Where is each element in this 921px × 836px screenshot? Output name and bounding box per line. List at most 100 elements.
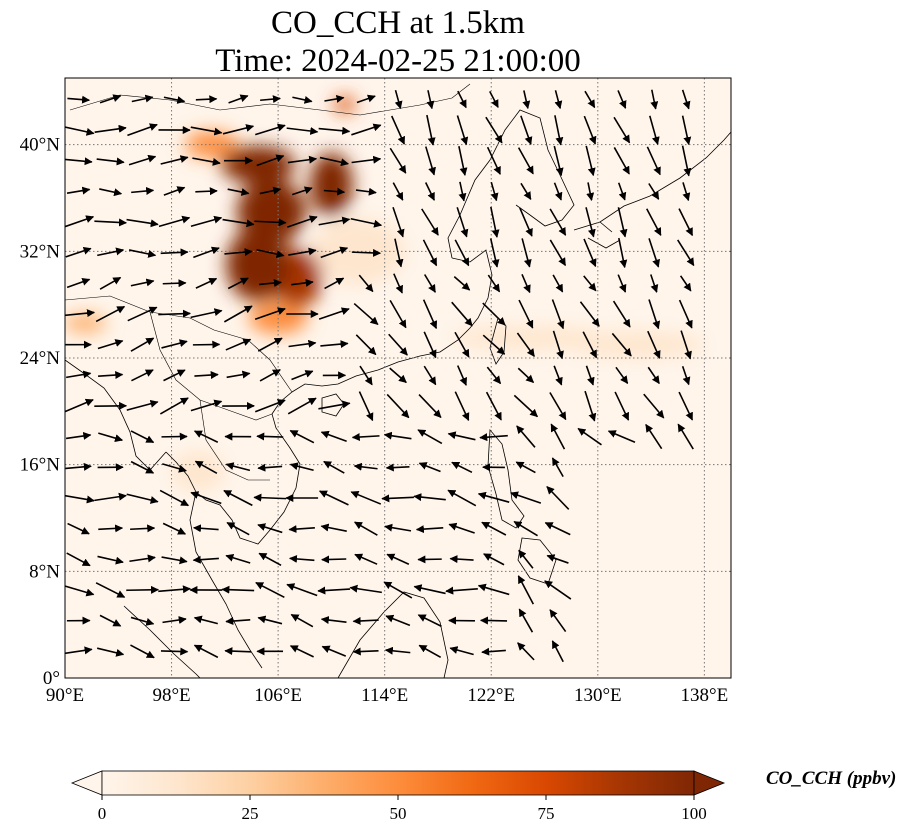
map-frame [64,77,732,679]
longitude-tick-label: 106°E [254,685,302,706]
wind-arrow [254,218,287,227]
wind-arrow [324,94,345,103]
wind-arrow [162,463,187,473]
colorbar-gradient [101,770,695,796]
wind-arrow [680,330,692,360]
wind-arrow [158,585,191,594]
wind-arrow [221,585,255,594]
latitude-tick-label: 32°N [20,241,61,262]
wind-arrow [66,552,91,567]
wind-arrow [425,146,436,176]
wind-arrow [553,182,563,201]
wind-arrow [287,215,318,228]
wind-arrow [226,370,251,379]
wind-arrow [585,365,595,386]
wind-arrow [646,146,661,176]
wind-arrow [614,391,630,421]
wind-arrow [549,208,567,236]
wind-arrow [451,301,473,327]
colorbar-label: CO_CCH (ppbv) [766,768,897,789]
wind-arrow [193,644,219,659]
wind-arrow [193,246,220,259]
wind-arrow [489,238,500,268]
wind-arrow [131,369,154,382]
wind-arrow [617,207,628,238]
wind-arrow [320,340,349,349]
wind-arrow [289,429,315,444]
colorbar-ticks: 0 25 50 75 100 [98,795,707,823]
wind-arrow [222,218,255,228]
wind-arrow [130,644,155,659]
wind-arrow [584,90,596,109]
wind-arrow [519,207,533,237]
wind-arrow [648,299,661,330]
wind-arrow [549,609,567,633]
wind-arrow [481,521,507,536]
wind-arrow [190,126,223,136]
wind-arrow [126,218,159,228]
wind-arrow [257,463,283,472]
wind-arrow [287,397,317,415]
wind-arrow [359,365,373,386]
wind-arrow [521,273,531,294]
wind-arrow [193,615,218,625]
wind-arrow [320,246,349,259]
wind-arrow [258,552,282,567]
wind-arrow [99,614,122,627]
wind-arrow [454,331,470,358]
wind-arrow [98,432,124,442]
wind-arrow [454,239,470,267]
wind-arrow [163,369,186,382]
wind-arrow [228,94,249,104]
wind-arrow [456,207,469,238]
wind-arrow [391,115,405,145]
wind-arrow [97,247,125,257]
wind-arrow [553,365,563,386]
latitude-tick-label: 16°N [20,455,61,476]
wind-arrow [227,277,249,290]
wind-arrow [259,186,282,195]
wind-arrow [516,332,535,357]
wind-arrow [617,90,627,109]
wind-arrow [554,90,563,110]
wind-arrow [447,431,476,441]
wind-arrow [417,614,442,628]
wind-arrow [490,206,500,238]
wind-arrow [489,90,499,109]
wind-arrow [617,274,627,293]
wind-arrow [458,181,467,202]
wind-arrow [350,217,383,228]
colorbar-tick-label: 75 [538,804,555,823]
wind-arrow [356,94,376,104]
wind-arrow [195,95,218,104]
wind-arrow [318,126,351,135]
wind-arrow [65,309,96,318]
wind-arrow [290,613,314,628]
wind-arrow [449,646,474,656]
longitude-tick-label: 130°E [574,685,622,706]
wind-arrow [445,586,478,595]
wind-arrow [257,615,283,625]
wind-arrow [193,430,219,443]
wind-arrow [351,155,382,164]
wind-arrow [67,95,91,104]
wind-arrow [393,273,403,294]
wind-arrow [351,433,380,442]
wind-arrow [677,423,694,450]
wind-arrow [418,644,442,658]
wind-arrow [158,309,191,318]
wind-arrow [544,522,571,536]
wind-arrow [286,583,318,597]
wind-arrow [99,94,122,104]
wind-arrow [66,277,91,289]
wind-arrow [128,154,157,166]
wind-arrow [65,398,94,413]
wind-arrow [383,431,412,440]
wind-arrow [292,95,313,104]
wind-arrow [223,305,253,323]
wind-arrow [158,215,191,228]
wind-arrow [552,274,564,293]
wind-arrow [549,392,567,421]
title-line-2: Time: 2024-02-25 21:00:00 [215,43,581,79]
